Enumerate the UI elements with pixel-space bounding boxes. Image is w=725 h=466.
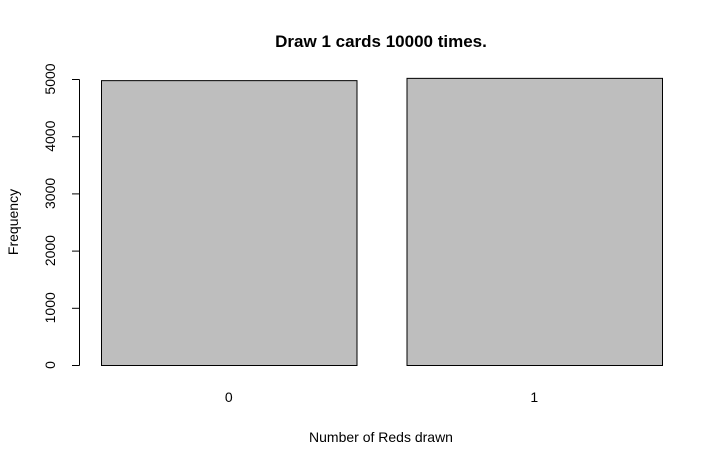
y-axis: 0 1000 2000 3000 4000 5000 [42, 63, 80, 369]
y-tick-label: 2000 [42, 235, 58, 266]
y-tick-label: 3000 [42, 178, 58, 209]
bar-1 [406, 77, 663, 367]
x-tick-label: 0 [225, 389, 233, 405]
bars-group [101, 77, 663, 367]
chart-title: Draw 1 cards 10000 times. [275, 32, 487, 51]
y-tick-label: 1000 [42, 292, 58, 323]
y-tick-label: 5000 [42, 63, 58, 94]
x-tick-label: 1 [530, 389, 538, 405]
y-tick-label: 0 [42, 361, 58, 369]
x-axis-label: Number of Reds drawn [309, 429, 453, 445]
bar-0 [101, 80, 358, 366]
y-axis-label: Frequency [5, 189, 21, 255]
y-tick-label: 4000 [42, 120, 58, 151]
